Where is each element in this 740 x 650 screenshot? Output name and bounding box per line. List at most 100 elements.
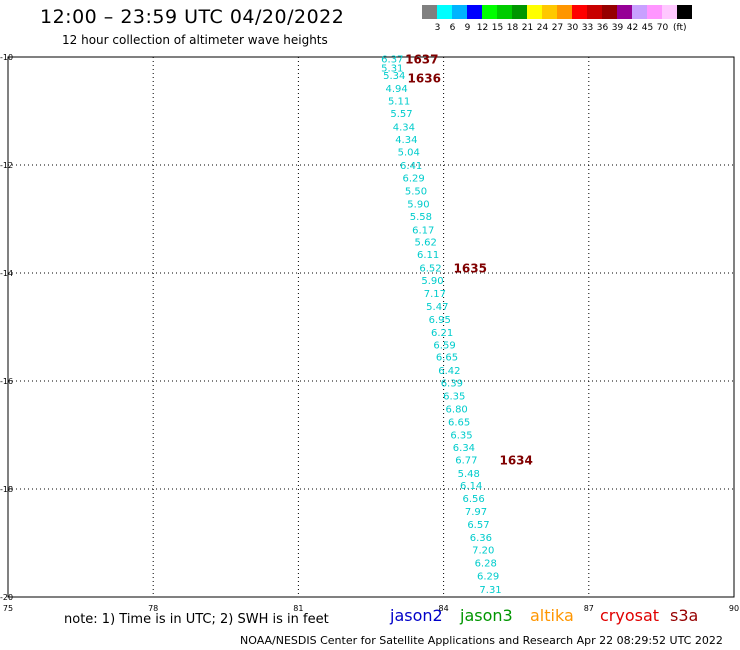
satellite-name: altika [530, 606, 574, 625]
swh-value-label: 5.11 [388, 97, 410, 108]
swh-value-label: 6.11 [417, 250, 439, 261]
legend-label: 6 [449, 23, 456, 33]
swh-value-label: 5.57 [390, 109, 412, 120]
legend-label: 70 [656, 23, 669, 33]
legend-label: 24 [536, 23, 549, 33]
legend-label: 30 [566, 23, 579, 33]
swh-value-label: 6.41 [400, 161, 422, 172]
swh-value-label: 5.47 [426, 302, 448, 313]
satellite-name: s3a [670, 606, 699, 625]
legend-swatch [677, 5, 692, 19]
lon-tick-label: 78 [148, 604, 158, 613]
legend-swatch [527, 5, 542, 19]
legend-label: 18 [506, 23, 519, 33]
swh-value-label: 5.90 [407, 199, 429, 210]
legend-label: 33 [581, 23, 594, 33]
legend-label: 9 [464, 23, 471, 33]
legend-swatch [467, 5, 482, 19]
swh-value-label: 6.17 [412, 225, 434, 236]
legend-swatch [422, 5, 437, 19]
satellite-name: jason3 [460, 606, 513, 625]
legend-swatch [497, 5, 512, 19]
lon-tick-label: 90 [729, 604, 739, 613]
swh-value-label: 6.35 [450, 430, 472, 441]
legend-swatch [662, 5, 677, 19]
lat-tick-label: -20 [0, 593, 13, 602]
swh-value-label: 6.52 [419, 264, 441, 275]
legend-label: 21 [521, 23, 534, 33]
legend-swatch [617, 5, 632, 19]
lat-tick-label: -18 [0, 485, 13, 494]
swh-value-label: 6.29 [402, 173, 424, 184]
swh-value-label: 6.56 [462, 494, 484, 505]
legend-swatch [632, 5, 647, 19]
satellite-name: jason2 [390, 606, 443, 625]
swh-value-label: 5.50 [405, 186, 427, 197]
swh-value-label: 6.65 [436, 353, 458, 364]
legend-swatch [572, 5, 587, 19]
swh-value-label: 4.34 [393, 123, 415, 134]
swh-value-label: 7.31 [479, 585, 501, 596]
swh-value-label: 5.90 [421, 276, 443, 287]
swh-value-label: 6.36 [470, 533, 492, 544]
lat-tick-label: -10 [0, 53, 13, 62]
swh-value-label: 6.95 [429, 315, 451, 326]
swh-value-label: 6.77 [455, 455, 477, 466]
legend-label: 27 [551, 23, 564, 33]
lon-tick-label: 87 [584, 604, 594, 613]
swh-value-label: 7.97 [465, 507, 487, 518]
satellite-name: cryosat [600, 606, 660, 625]
legend-unit: (ft) [673, 23, 687, 33]
legend-swatch [512, 5, 527, 19]
legend-label: 45 [641, 23, 654, 33]
swh-value-label: 7.20 [472, 545, 494, 556]
legend-swatch [557, 5, 572, 19]
swh-value-label: 6.59 [433, 340, 455, 351]
swh-value-label: 6.37 [381, 55, 403, 66]
swh-value-label: 5.31 [381, 63, 403, 74]
lat-tick-label: -12 [0, 161, 13, 170]
swh-value-label: 7.17 [424, 289, 446, 300]
map-frame [7, 56, 735, 598]
swh-value-label: 6.39 [441, 379, 463, 390]
map-subtitle: 12 hour collection of altimeter wave hei… [62, 33, 328, 47]
credit-footer: NOAA/NESDIS Center for Satellite Applica… [240, 634, 723, 647]
lon-tick-label: 75 [3, 604, 13, 613]
swh-value-label: 4.94 [386, 84, 408, 95]
pass-time-label: 1636 [408, 72, 441, 86]
pass-time-label: 1635 [454, 262, 487, 276]
legend-swatch [542, 5, 557, 19]
swh-value-label: 6.29 [477, 571, 499, 582]
swh-value-label: 6.35 [443, 392, 465, 403]
swh-value-label: 6.42 [438, 366, 460, 377]
legend-label: 36 [596, 23, 609, 33]
swh-value-label: 5.34 [383, 71, 405, 82]
legend-swatch [452, 5, 467, 19]
swh-value-label: 6.14 [460, 481, 482, 492]
swh-value-label: 5.58 [410, 212, 432, 223]
legend-swatch [587, 5, 602, 19]
swh-value-label: 6.34 [453, 443, 475, 454]
lon-tick-label: 84 [439, 604, 449, 613]
swh-value-label: 5.62 [415, 238, 437, 249]
swh-value-label: 6.57 [467, 520, 489, 531]
swh-value-label: 4.34 [395, 135, 417, 146]
map-title: 12:00 – 23:59 UTC 04/20/2022 [40, 6, 345, 28]
legend-swatch [437, 5, 452, 19]
swh-value-label: 5.48 [458, 469, 480, 480]
units-note: note: 1) Time is in UTC; 2) SWH is in fe… [64, 612, 329, 627]
swh-value-label: 6.80 [446, 405, 468, 416]
pass-time-label: 1634 [499, 453, 532, 467]
legend-label: 3 [434, 23, 441, 33]
swh-value-label: 6.28 [475, 558, 497, 569]
lat-tick-label: -14 [0, 269, 13, 278]
legend-swatch [602, 5, 617, 19]
swh-value-label: 6.65 [448, 418, 470, 429]
legend-swatch [647, 5, 662, 19]
swh-value-label: 6.21 [431, 328, 453, 339]
legend-swatch [482, 5, 497, 19]
legend-label: 39 [611, 23, 624, 33]
legend-label: 42 [626, 23, 639, 33]
lon-tick-label: 81 [293, 604, 303, 613]
